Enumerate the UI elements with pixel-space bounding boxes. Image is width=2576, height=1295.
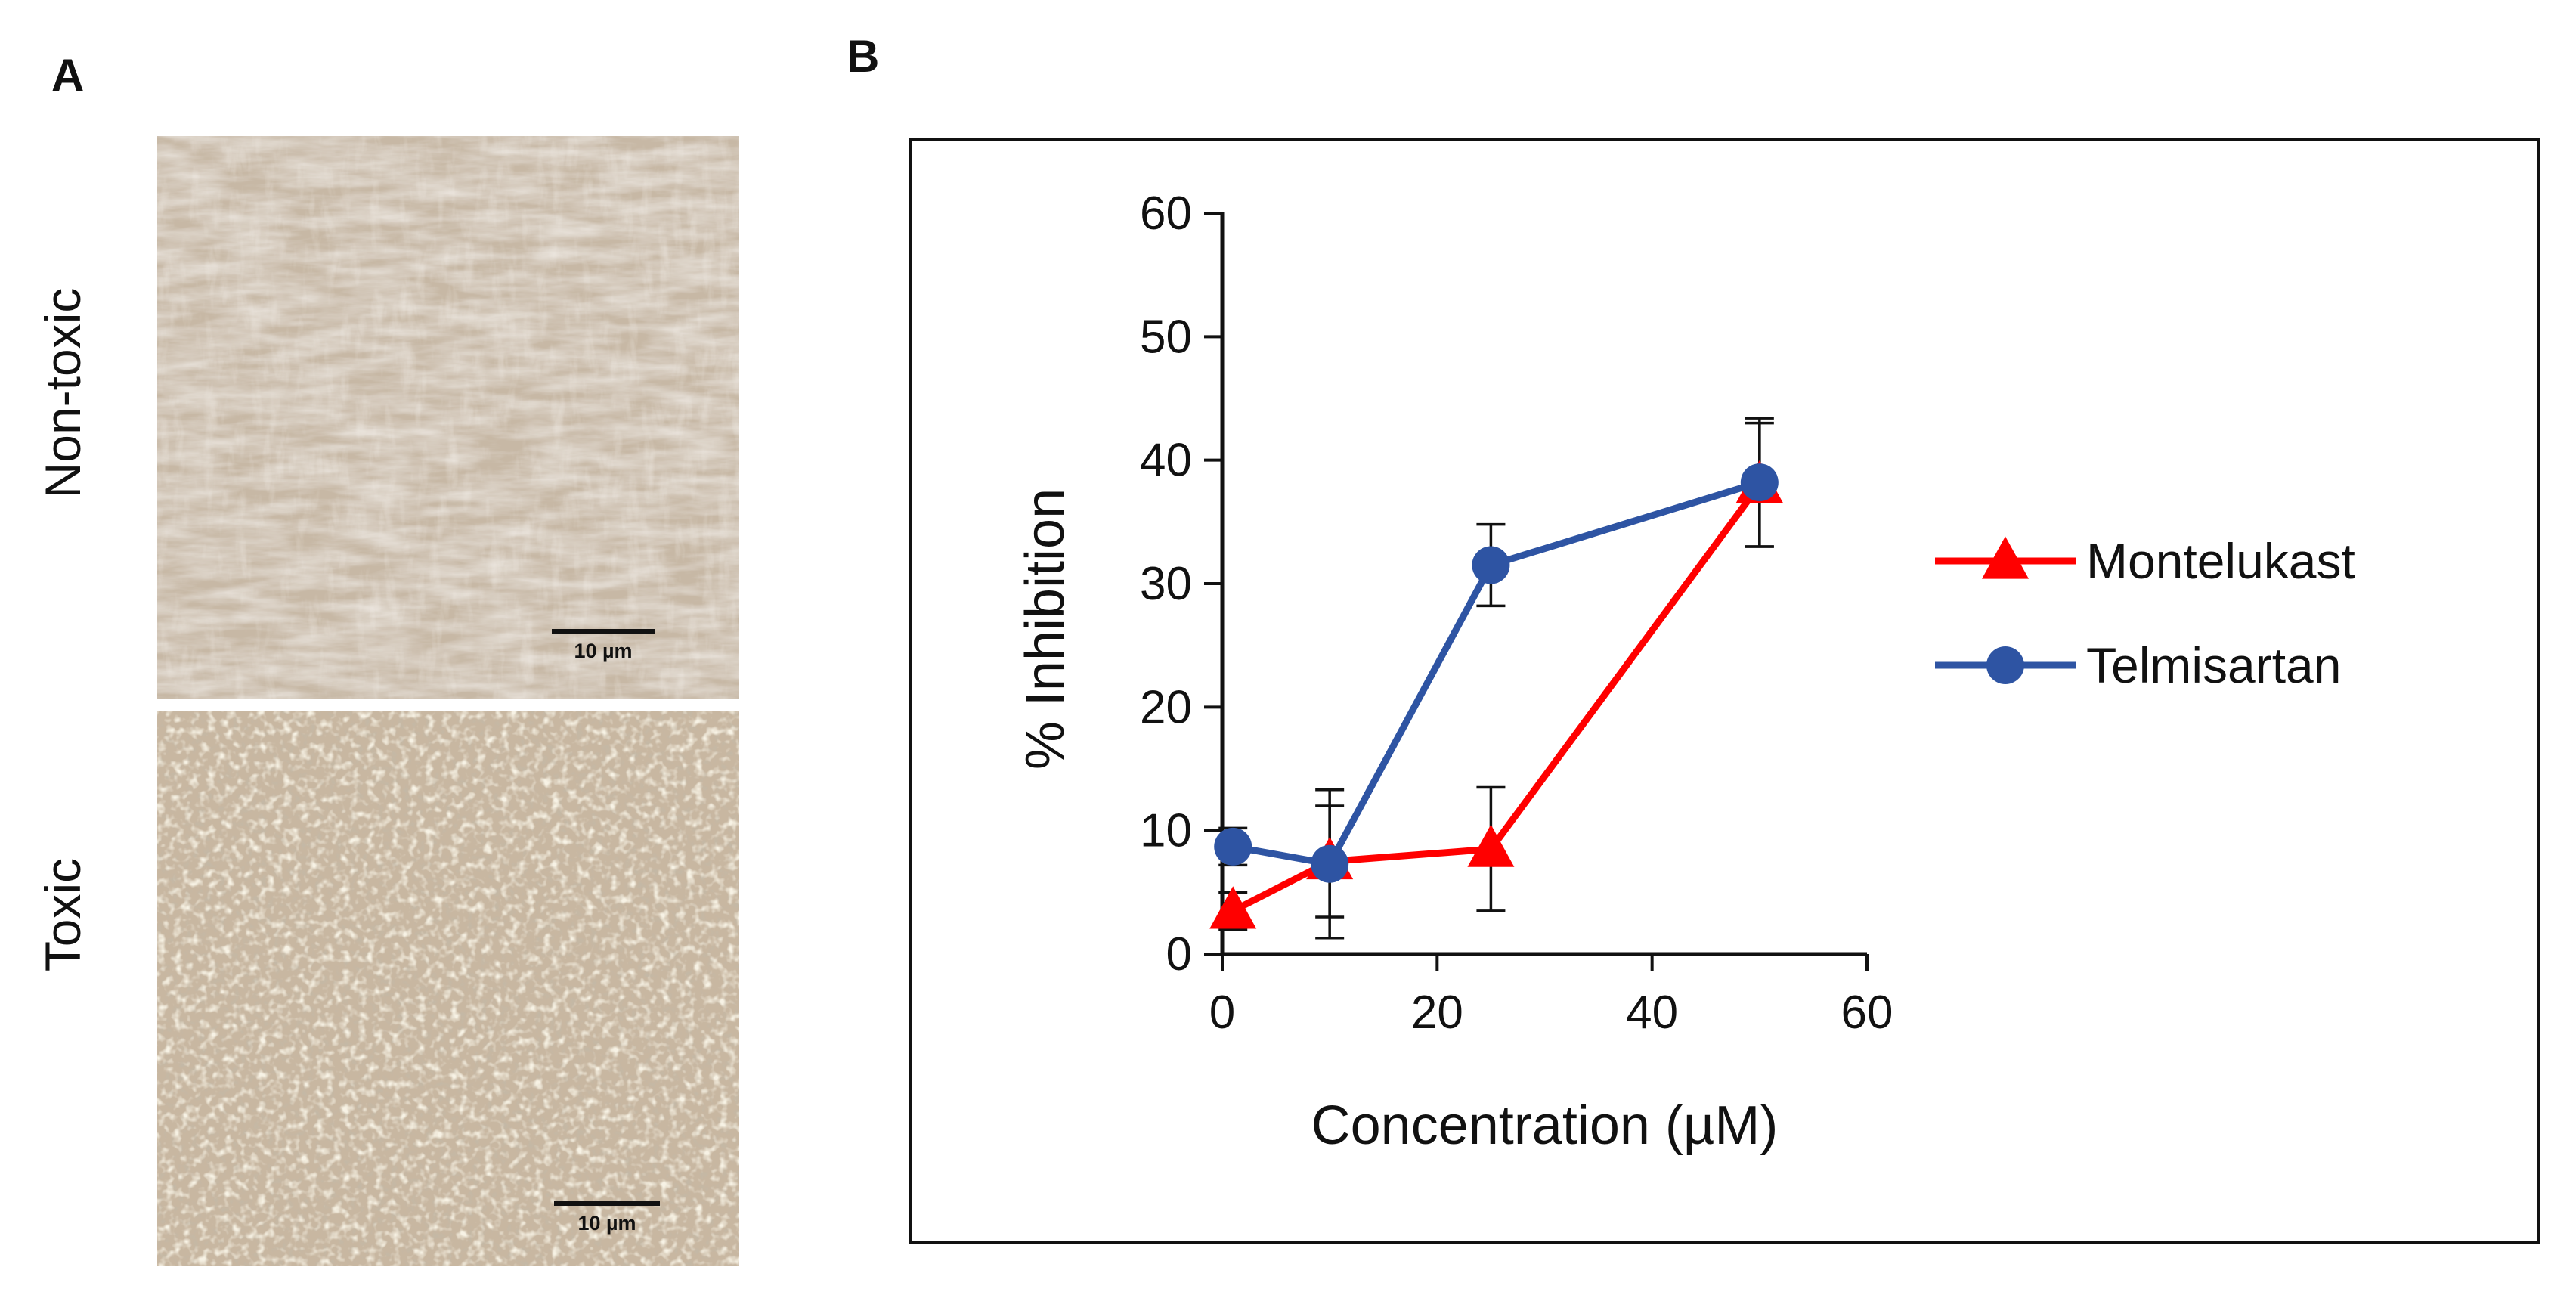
chart-frame [909,138,2540,1244]
micrograph-non-toxic [157,136,739,699]
scale-bar-top: 10 µm [552,629,655,667]
scale-bar-bottom-label: 10 µm [577,1212,636,1235]
panel-label-a: A [51,50,85,101]
scale-bar-bottom: 10 µm [554,1201,660,1239]
scale-bar-top-label: 10 µm [574,640,633,662]
non-toxic-label: Non-toxic [35,287,91,499]
toxic-label: Toxic [35,857,91,972]
micrograph-toxic [157,711,739,1266]
panel-label-b: B [847,31,880,82]
